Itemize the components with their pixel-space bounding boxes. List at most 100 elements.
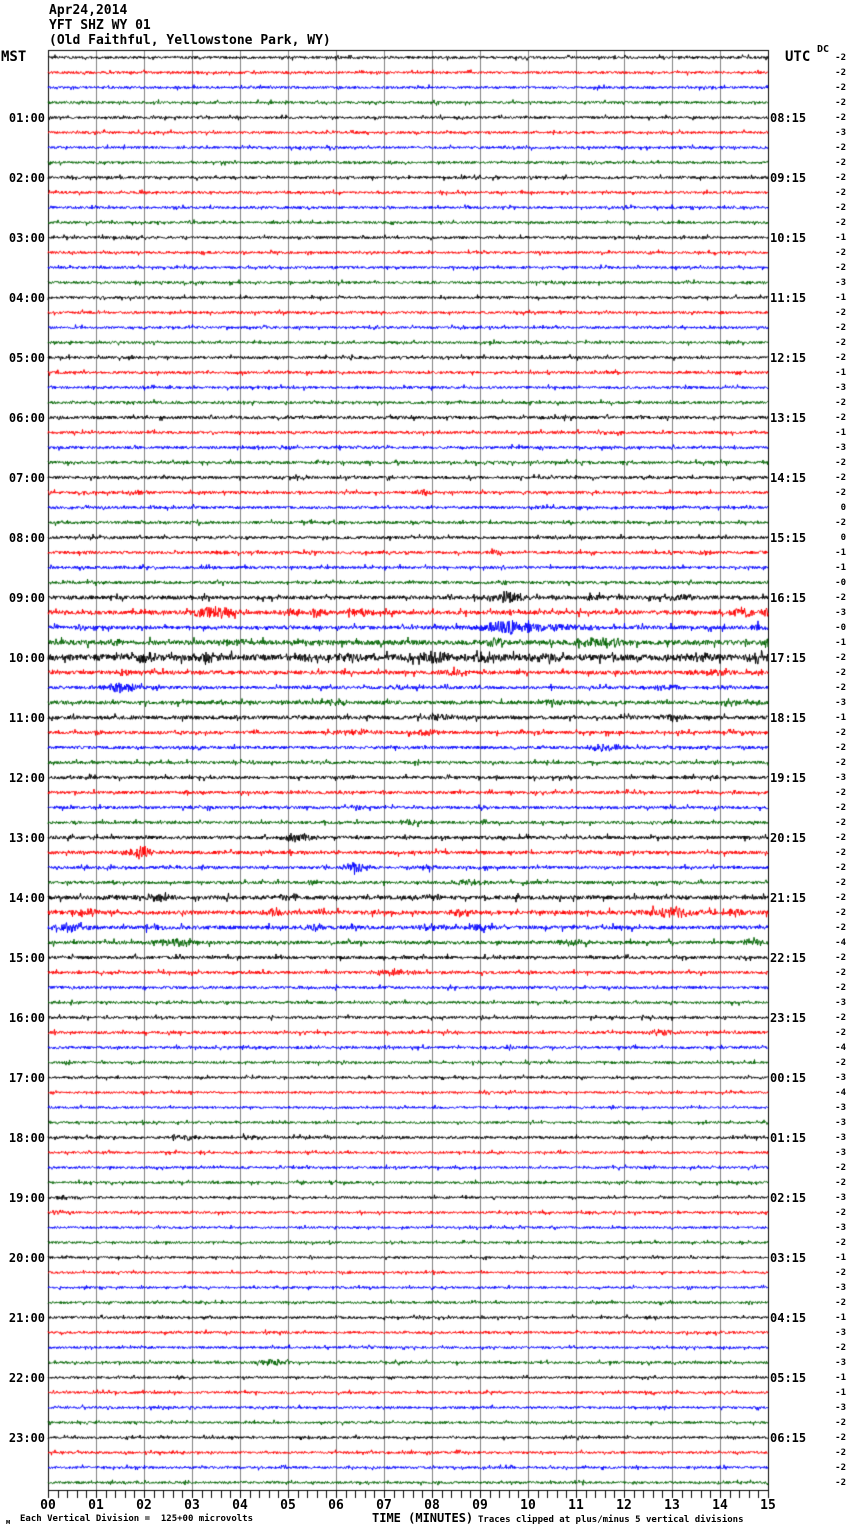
dc-offset-value: -2 — [835, 757, 846, 768]
x-axis-tick-label: 12 — [616, 1498, 632, 1513]
dc-offset-value: -2 — [835, 1177, 846, 1188]
dc-offset-value: -4 — [835, 1042, 846, 1053]
dc-offset-value: -2 — [835, 877, 846, 888]
dc-offset-value: -2 — [835, 862, 846, 873]
x-axis-tick-label: 11 — [568, 1498, 584, 1513]
utc-hour-label: 16:15 — [770, 590, 807, 605]
x-axis-tick-label: 09 — [472, 1498, 488, 1513]
right-timezone-label: UTC — [785, 49, 811, 65]
dc-offset-value: -2 — [835, 352, 846, 363]
dc-offset-value: -2 — [835, 472, 846, 483]
dc-offset-value: -2 — [835, 1237, 846, 1248]
utc-hour-label: 18:15 — [770, 710, 807, 725]
mst-hour-label: 08:00 — [8, 530, 45, 545]
dc-offset-value: -2 — [835, 982, 846, 993]
dc-offset-value: -3 — [835, 607, 846, 618]
dc-offset-value: -2 — [835, 172, 846, 183]
mst-hour-label: 09:00 — [8, 590, 45, 605]
dc-offset-value: -2 — [835, 1297, 846, 1308]
dc-offset-value: -2 — [835, 1462, 846, 1473]
mst-hour-label: 21:00 — [8, 1310, 45, 1325]
mst-hour-label: 10:00 — [8, 650, 45, 665]
dc-offset-value: -2 — [835, 82, 846, 93]
dc-offset-value: -2 — [835, 742, 846, 753]
utc-hour-label: 23:15 — [770, 1010, 807, 1025]
dc-offset-value: -1 — [835, 1387, 846, 1398]
dc-offset-value: -1 — [835, 292, 846, 303]
mst-hour-label: 02:00 — [8, 170, 45, 185]
dc-offset-value: -2 — [835, 727, 846, 738]
dc-offset-value: -2 — [835, 832, 846, 843]
mst-hour-label: 05:00 — [8, 350, 45, 365]
mst-hour-label: 12:00 — [8, 770, 45, 785]
x-axis-tick-label: 08 — [424, 1498, 440, 1513]
dc-offset-value: -2 — [835, 1417, 846, 1428]
dc-offset-value: -2 — [835, 97, 846, 108]
mst-hour-label: 07:00 — [8, 470, 45, 485]
x-axis-tick-label: 07 — [376, 1498, 392, 1513]
dc-offset-value: -2 — [835, 1432, 846, 1443]
dc-offset-value: -3 — [835, 382, 846, 393]
dc-offset-value: -1 — [835, 712, 846, 723]
utc-hour-label: 15:15 — [770, 530, 807, 545]
dc-offset-value: -2 — [835, 397, 846, 408]
mst-hour-label: 14:00 — [8, 890, 45, 905]
dc-offset-value: -2 — [835, 1267, 846, 1278]
mst-hour-label: 22:00 — [8, 1370, 45, 1385]
x-axis-tick-label: 01 — [88, 1498, 104, 1513]
utc-hour-label: 12:15 — [770, 350, 807, 365]
utc-hour-label: 11:15 — [770, 290, 807, 305]
mst-hour-label: 19:00 — [8, 1190, 45, 1205]
dc-offset-value: -2 — [835, 787, 846, 798]
x-axis-tick-label: 06 — [328, 1498, 344, 1513]
dc-offset-value: -2 — [835, 337, 846, 348]
utc-hour-label: 09:15 — [770, 170, 807, 185]
dc-offset-value: -3 — [835, 1102, 846, 1113]
dc-offset-value: -2 — [835, 652, 846, 663]
dc-offset-value: -1 — [835, 1372, 846, 1383]
utc-hour-label: 19:15 — [770, 770, 807, 785]
dc-offset-value: -3 — [835, 997, 846, 1008]
dc-offset-value: -2 — [835, 667, 846, 678]
dc-offset-value: -3 — [835, 442, 846, 453]
dc-offset-value: -2 — [835, 892, 846, 903]
dc-offset-value: -2 — [835, 907, 846, 918]
dc-offset-value: -3 — [835, 1072, 846, 1083]
dc-offset-value: -1 — [835, 427, 846, 438]
dc-offset-value: -2 — [835, 217, 846, 228]
mst-hour-label: 04:00 — [8, 290, 45, 305]
dc-offset-value: -3 — [835, 1192, 846, 1203]
dc-offset-value: 0 — [840, 532, 846, 543]
dc-offset-value: -2 — [835, 247, 846, 258]
dc-offset-value: -2 — [835, 52, 846, 63]
vertical-scale-note: Each Vertical Division = 125+00 microvol… — [20, 1514, 253, 1524]
mst-hour-label: 20:00 — [8, 1250, 45, 1265]
dc-offset-value: -3 — [835, 1147, 846, 1158]
dc-offset-value: -2 — [835, 1207, 846, 1218]
dc-offset-value: -2 — [835, 112, 846, 123]
dc-offset-value: -2 — [835, 1162, 846, 1173]
dc-offset-value: -3 — [835, 127, 846, 138]
x-axis-tick-label: 03 — [184, 1498, 200, 1513]
mst-hour-label: 03:00 — [8, 230, 45, 245]
dc-offset-value: -2 — [835, 1027, 846, 1038]
dc-offset-value: -2 — [835, 817, 846, 828]
utc-hour-label: 06:15 — [770, 1430, 807, 1445]
utc-hour-label: 01:15 — [770, 1130, 807, 1145]
dc-offset-column-header: DC — [817, 44, 830, 55]
x-axis-tick-label: 10 — [520, 1498, 536, 1513]
dc-offset-value: -2 — [835, 142, 846, 153]
x-axis-tick-label: 13 — [664, 1498, 680, 1513]
dc-offset-value: -3 — [835, 1117, 846, 1128]
dc-offset-value: -2 — [835, 517, 846, 528]
dc-offset-value: -1 — [835, 367, 846, 378]
utc-hour-label: 08:15 — [770, 110, 807, 125]
dc-offset-value: -3 — [835, 1402, 846, 1413]
dc-offset-value: -1 — [835, 1252, 846, 1263]
dc-offset-value: -2 — [835, 487, 846, 498]
mst-hour-label: 11:00 — [8, 710, 45, 725]
dc-offset-value: -3 — [835, 1357, 846, 1368]
dc-offset-value: -0 — [835, 622, 846, 633]
utc-hour-label: 13:15 — [770, 410, 807, 425]
